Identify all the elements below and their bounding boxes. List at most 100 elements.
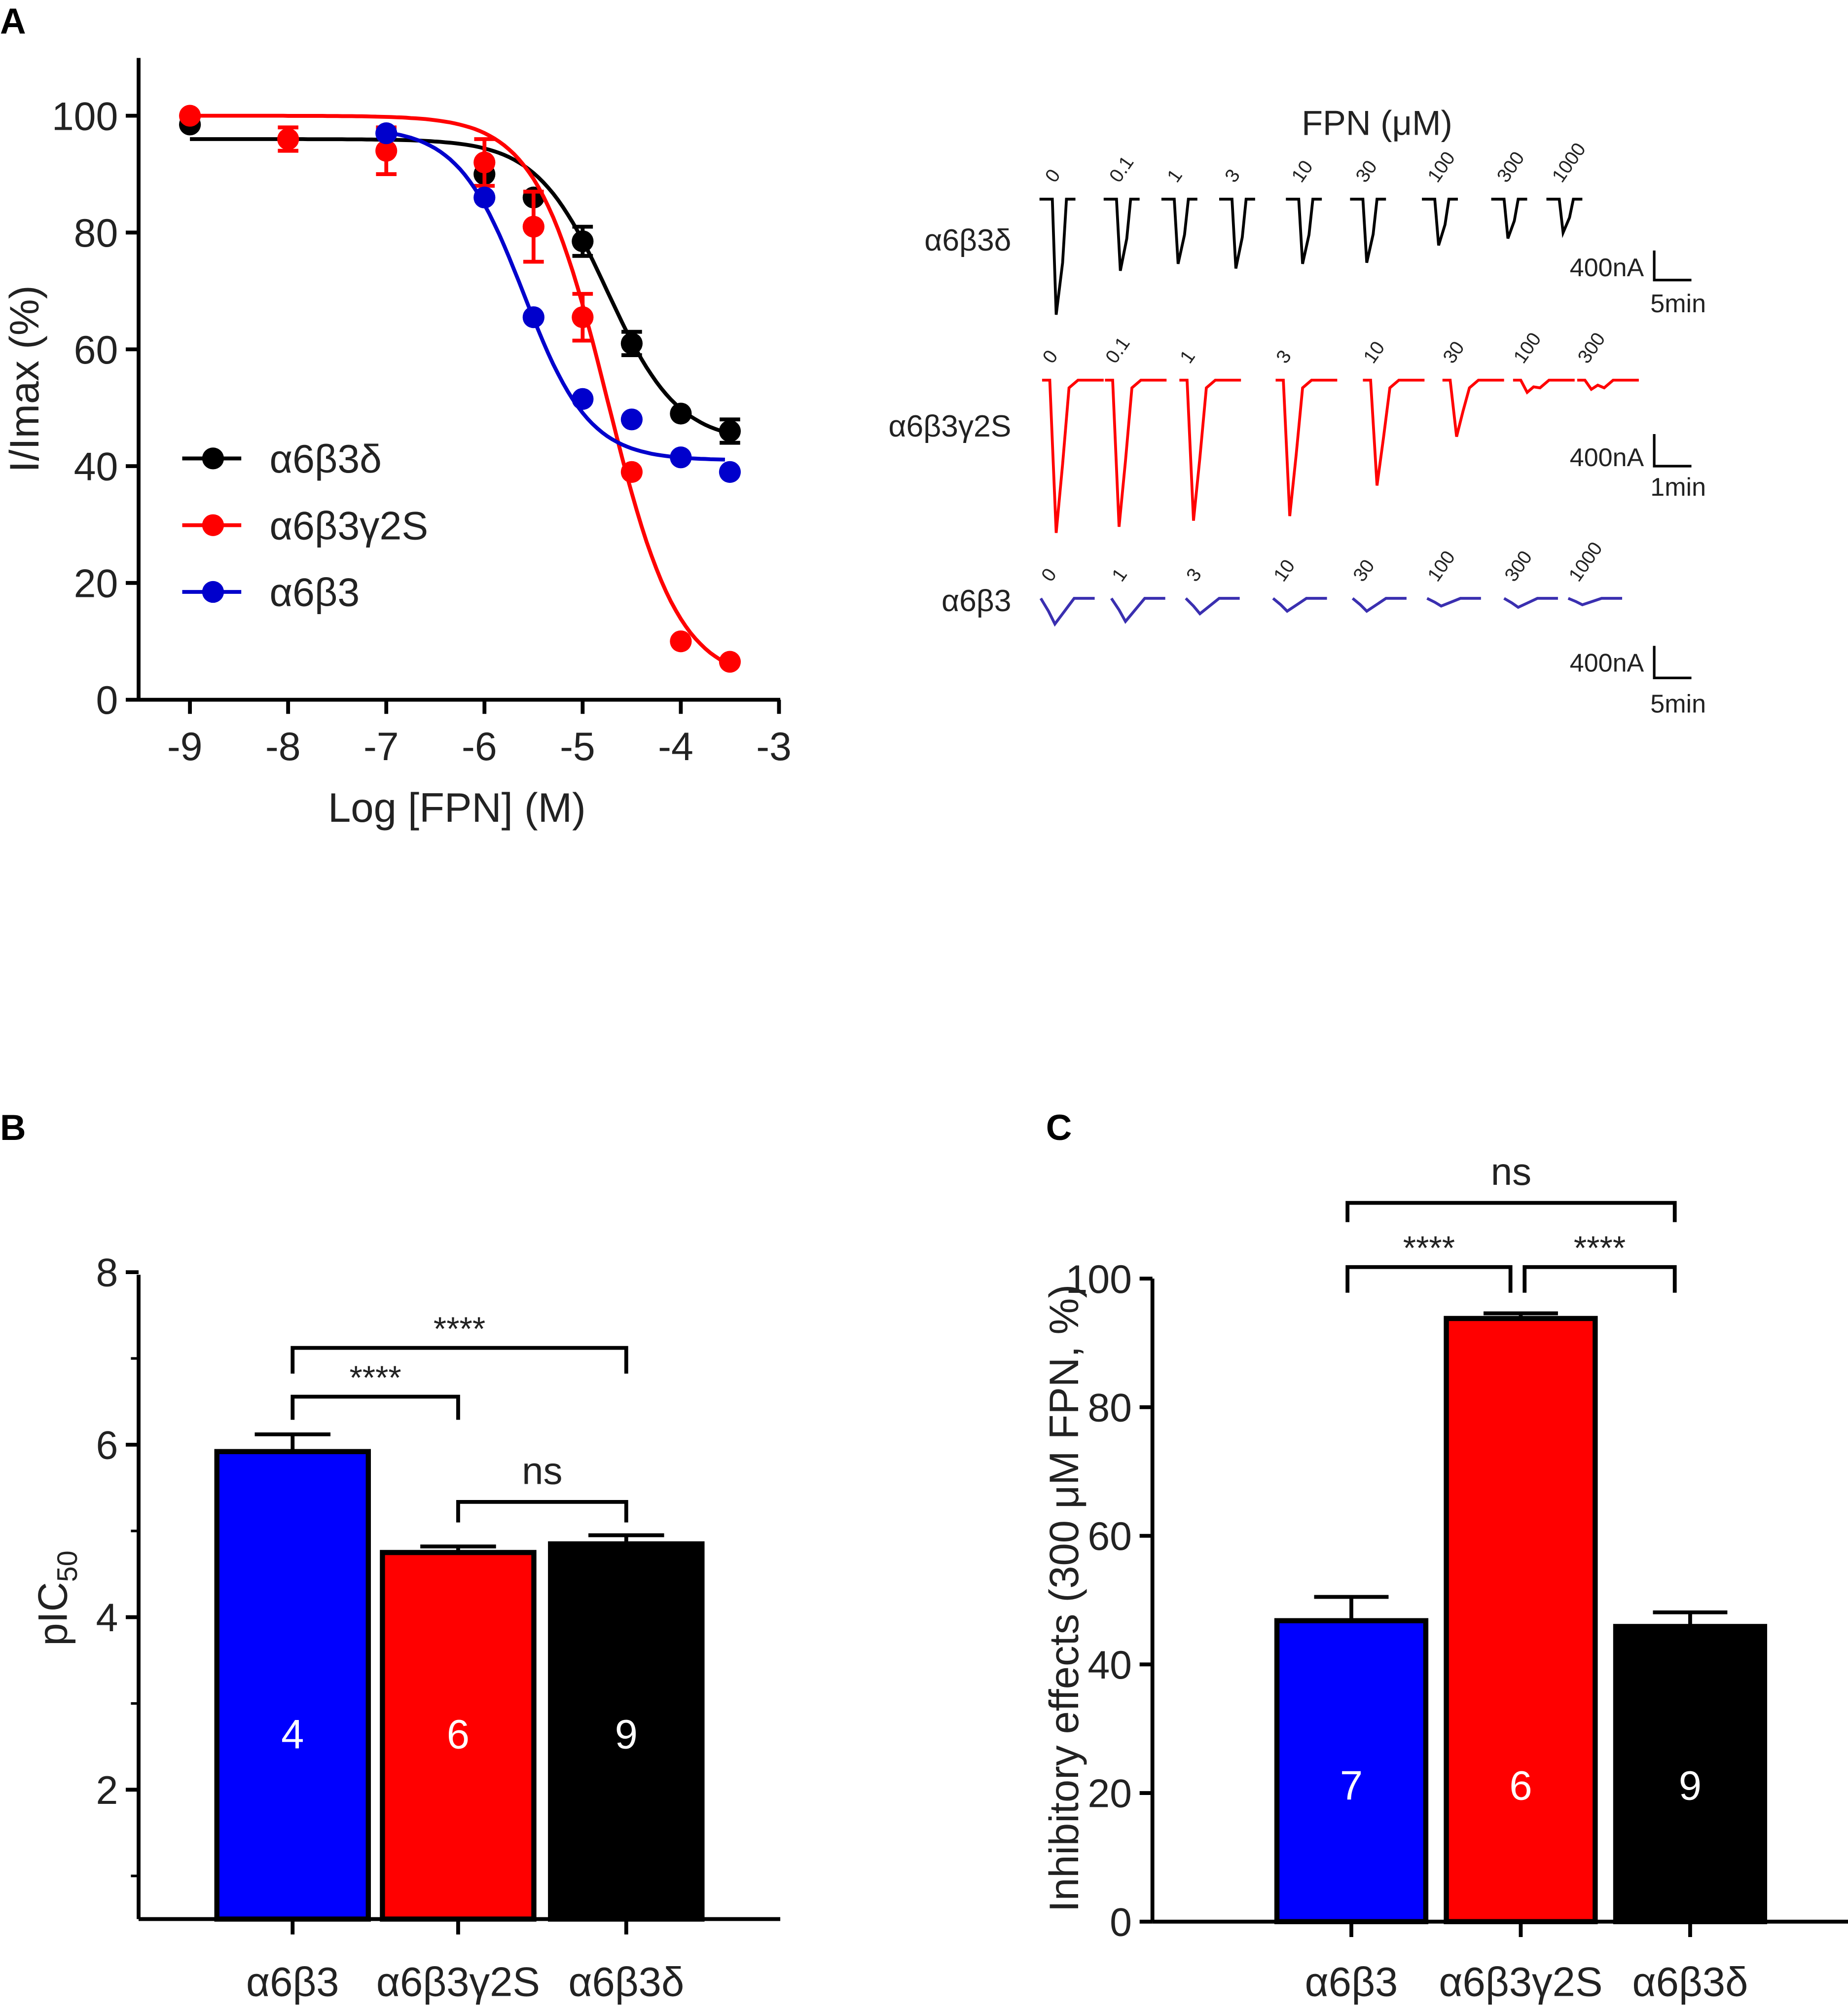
data-point <box>572 230 594 253</box>
significance-bracket <box>1345 1265 1513 1293</box>
current-trace <box>1039 597 1095 627</box>
y-tick-label: 6 <box>96 1423 118 1467</box>
scale-current-label: 400nA <box>1570 649 1644 677</box>
concentration-label: 0 <box>1039 346 1062 367</box>
y-tick-label: 60 <box>1087 1514 1132 1559</box>
scale-time-label: 5min <box>1650 290 1706 318</box>
y-tick-label: 20 <box>1087 1772 1132 1816</box>
bar-2 <box>548 1541 705 1922</box>
concentration-label: 1 <box>1108 565 1131 586</box>
current-trace <box>1219 197 1255 269</box>
y-tick-label: 20 <box>74 561 118 606</box>
y-tick-label: 40 <box>74 445 118 489</box>
concentration-label: 1 <box>1163 165 1187 186</box>
x-tick-label: -8 <box>265 725 301 769</box>
concentration-label: 1000 <box>1565 538 1607 586</box>
x-tick-label: -9 <box>167 725 203 769</box>
concentration-label: 300 <box>1501 547 1537 586</box>
data-point <box>572 388 594 410</box>
significance-label: ns <box>1491 1150 1531 1193</box>
concentration-label: 10 <box>1269 556 1299 586</box>
data-point <box>620 332 643 355</box>
concentration-label: 0 <box>1041 165 1065 186</box>
data-point <box>375 122 398 145</box>
y-tick-label: 80 <box>1087 1386 1132 1430</box>
bar-n-label: 9 <box>615 1712 638 1757</box>
current-trace <box>1110 597 1165 624</box>
concentration-label: 10 <box>1359 337 1389 367</box>
data-point <box>522 306 544 329</box>
data-point <box>719 651 741 673</box>
y-tick-label: 8 <box>96 1251 118 1295</box>
current-trace <box>1577 378 1639 392</box>
x-axis-label: Log [FPN] (M) <box>328 785 586 831</box>
fit-curve-0 <box>190 137 726 434</box>
current-trace <box>1422 197 1458 246</box>
x-tick-label: α6β3δ <box>1632 1959 1748 2005</box>
current-trace <box>1185 597 1240 616</box>
inhibition-bar-chart: Inhibitory effects (300 μM FPN, %) 0 20 40… <box>1041 1150 1848 2005</box>
data-point <box>670 446 692 469</box>
concentration-label: 1000 <box>1548 139 1590 186</box>
x-tick-label: α6β3γ2S <box>376 1959 540 2005</box>
current-trace <box>1179 378 1241 521</box>
bar-n-label: 6 <box>447 1712 470 1757</box>
y-tick-label: 0 <box>96 678 118 723</box>
bar-1 <box>380 1550 537 1922</box>
current-trace <box>1103 197 1140 271</box>
current-trace <box>1546 197 1583 238</box>
y-axis-label-main: pIC <box>30 1582 75 1646</box>
y-tick-label: 100 <box>52 94 118 139</box>
scale-current-label: 400nA <box>1570 443 1644 472</box>
panel-label-a: A <box>0 1 26 41</box>
x-tick-label: -3 <box>756 725 792 769</box>
pic50-bar-chart: pIC50 2 4 6 8 4 α6β3 6 α6β3γ2S 9 α6β3δ **** **** ns <box>30 1251 781 2005</box>
significance-label: ns <box>522 1449 562 1492</box>
panel-label-b: B <box>0 1108 26 1148</box>
data-point <box>375 140 398 162</box>
data-point <box>620 461 643 483</box>
y-tick-label: 4 <box>96 1596 118 1640</box>
current-trace <box>1442 378 1504 437</box>
bar-n-label: 7 <box>1340 1763 1363 1809</box>
current-trace <box>1363 378 1425 486</box>
concentration-label: 30 <box>1439 337 1469 367</box>
y-axis-label: Inhibitory effects (300 μM FPN, %) <box>1041 1284 1087 1912</box>
data-point <box>179 105 201 127</box>
data-point <box>277 128 299 150</box>
dose-response-chart: Log [FPN] (M) I/Imax (%) 0 20 40 60 80 100 -9 -… <box>1 58 792 831</box>
scale-bar <box>1653 646 1692 679</box>
current-trace <box>1491 197 1527 239</box>
current-trace <box>1275 378 1338 516</box>
x-tick-label: α6β3γ2S <box>1439 1959 1602 2005</box>
y-axis-label: I/Imax (%) <box>1 285 47 472</box>
legend-marker <box>202 581 224 603</box>
current-trace <box>1350 197 1386 263</box>
data-point <box>620 408 643 431</box>
data-point <box>670 403 692 425</box>
concentration-label: 100 <box>1423 547 1459 586</box>
concentration-label: 300 <box>1493 148 1529 186</box>
data-point <box>572 306 594 329</box>
x-tick-label: -6 <box>462 725 497 769</box>
concentration-label: 30 <box>1349 556 1379 586</box>
bar-n-label: 6 <box>1509 1763 1532 1809</box>
scale-time-label: 5min <box>1650 690 1706 719</box>
x-tick-label: -5 <box>560 725 595 769</box>
bar-n-label: 9 <box>1679 1763 1702 1809</box>
current-trace <box>1426 597 1481 608</box>
data-point <box>522 216 544 238</box>
current-trace <box>1105 378 1167 527</box>
y-tick-label: 40 <box>1087 1643 1132 1687</box>
scale-time-label: 1min <box>1650 473 1706 502</box>
significance-bracket <box>1345 1201 1677 1222</box>
x-tick-label: α6β3 <box>1305 1959 1398 2005</box>
x-tick-label: -4 <box>658 725 693 769</box>
concentration-label: 3 <box>1221 165 1244 186</box>
data-point <box>473 186 496 209</box>
significance-bracket <box>290 1346 628 1374</box>
trace-row-label: α6β3δ <box>924 223 1011 257</box>
legend-marker <box>202 447 224 470</box>
